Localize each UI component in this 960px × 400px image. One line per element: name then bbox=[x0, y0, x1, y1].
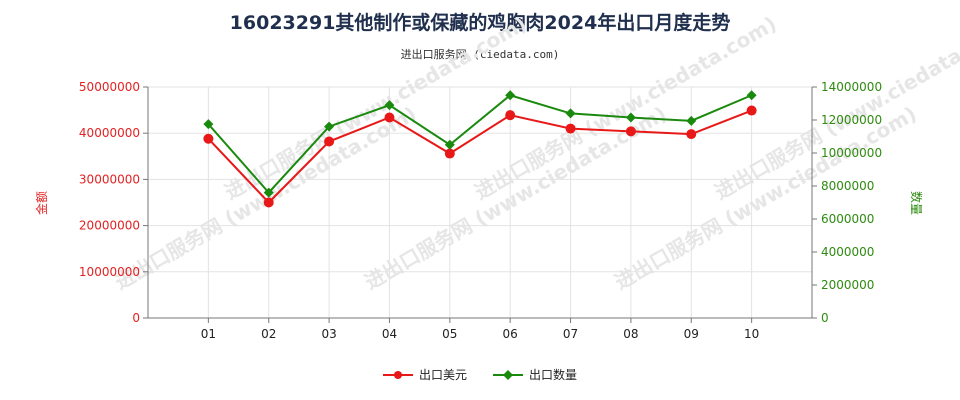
x-tick-label: 09 bbox=[684, 327, 699, 341]
data-point-series-0 bbox=[324, 136, 335, 147]
data-point-series-0 bbox=[625, 126, 636, 137]
watermark-text: 进出口服务网 (www.ciedata.com) bbox=[611, 101, 921, 294]
y-right-tick-label: 0 bbox=[821, 311, 829, 325]
data-point-series-0 bbox=[384, 112, 395, 123]
data-point-series-1 bbox=[686, 115, 697, 126]
legend-swatch-red-line-icon bbox=[382, 370, 413, 379]
x-tick-label: 10 bbox=[744, 327, 759, 341]
y-left-tick-label: 50000000 bbox=[79, 80, 140, 94]
x-tick-label: 01 bbox=[201, 327, 216, 341]
data-point-series-1 bbox=[505, 90, 516, 101]
x-tick-label: 02 bbox=[261, 327, 276, 341]
y-right-tick-label: 14000000 bbox=[821, 80, 882, 94]
series-line-1 bbox=[207, 94, 753, 195]
y-right-tick-label: 2000000 bbox=[821, 278, 874, 292]
x-tick-label: 06 bbox=[503, 327, 518, 341]
y-left-tick-label: 20000000 bbox=[79, 219, 140, 233]
legend-label-series-1: 出口数量 bbox=[529, 368, 578, 382]
legend-swatch-green-line-icon bbox=[493, 369, 523, 380]
x-tick-label: 04 bbox=[382, 327, 397, 341]
legend: 出口美元 出口数量 bbox=[0, 366, 960, 383]
chart-subtitle: 进出口服务网 (ciedata.com) bbox=[400, 48, 560, 61]
data-point-series-1 bbox=[203, 119, 214, 130]
y-left-tick-label: 40000000 bbox=[79, 126, 140, 140]
x-tick-label: 03 bbox=[321, 327, 336, 341]
y-left-tick-label: 0 bbox=[132, 311, 140, 325]
data-point-series-1 bbox=[746, 90, 757, 101]
y-right-tick-label: 8000000 bbox=[821, 179, 874, 193]
legend-label-series-0: 出口美元 bbox=[418, 368, 467, 382]
y-axis-left-title: 金额 bbox=[34, 191, 49, 215]
x-tick-label: 05 bbox=[442, 327, 457, 341]
series-line-0 bbox=[207, 109, 752, 204]
data-point-series-1 bbox=[565, 108, 576, 119]
y-axis-right-title: 数量 bbox=[909, 191, 924, 215]
legend-item-series-1[interactable]: 出口数量 bbox=[493, 366, 577, 383]
legend-item-series-0[interactable]: 出口美元 bbox=[382, 366, 467, 383]
data-point-series-0 bbox=[746, 105, 757, 116]
data-point-series-0 bbox=[565, 123, 576, 134]
data-point-series-1 bbox=[444, 139, 455, 150]
data-point-series-1 bbox=[625, 112, 636, 123]
y-left-tick-label: 30000000 bbox=[79, 172, 140, 186]
data-point-series-1 bbox=[324, 121, 335, 132]
data-point-series-1 bbox=[384, 100, 395, 111]
data-point-series-0 bbox=[505, 110, 516, 121]
data-point-series-0 bbox=[203, 133, 214, 144]
data-point-series-0 bbox=[444, 148, 455, 159]
chart-title: 16023291其他制作或保藏的鸡胸肉2024年出口月度走势 bbox=[229, 12, 731, 34]
y-right-tick-label: 12000000 bbox=[821, 113, 882, 127]
data-point-series-0 bbox=[686, 129, 697, 140]
x-tick-label: 08 bbox=[623, 327, 638, 341]
y-left-tick-label: 10000000 bbox=[79, 265, 140, 279]
y-right-tick-label: 10000000 bbox=[821, 146, 882, 160]
data-point-series-0 bbox=[263, 197, 274, 208]
data-point-series-1 bbox=[263, 187, 274, 198]
y-right-tick-label: 4000000 bbox=[821, 245, 874, 259]
y-right-tick-label: 6000000 bbox=[821, 212, 874, 226]
x-tick-label: 07 bbox=[563, 327, 578, 341]
